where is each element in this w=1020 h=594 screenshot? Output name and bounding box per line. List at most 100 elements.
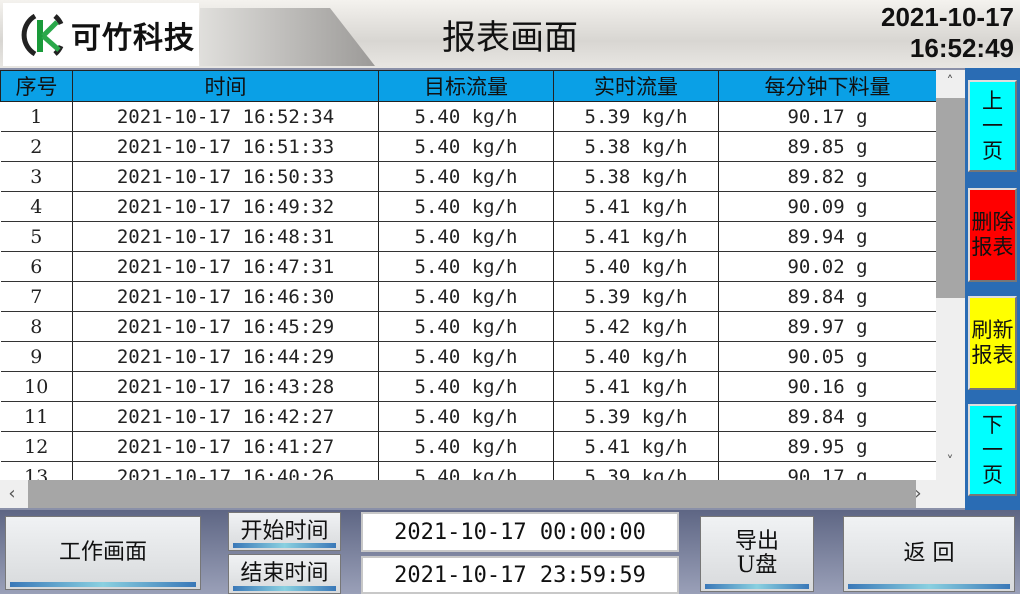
table-cell: 5.41 kg/h (553, 191, 719, 222)
prev-page-button[interactable]: 上 一 页 (968, 80, 1017, 172)
table-cell: 11 (0, 401, 73, 432)
table-row[interactable]: 1 2021-10-17 16:52:34 5.40 kg/h 5.39 kg/h 90… (0, 101, 936, 132)
table-cell: 5.38 kg/h (553, 161, 719, 192)
column-header: 序号 (0, 70, 73, 102)
table-cell: 5.40 kg/h (378, 191, 554, 222)
current-date: 2021-10-17 (881, 2, 1014, 32)
logo-text: 可竹科技 (71, 20, 195, 56)
table-cell: 89.84 g (718, 281, 936, 312)
table-row[interactable]: 5 2021-10-17 16:48:31 5.40 kg/h 5.41 kg/h 89… (0, 221, 936, 252)
table-row[interactable]: 13 2021-10-17 16:40:26 5.40 kg/h 5.39 kg/h 9… (0, 461, 936, 480)
table-cell: 5.39 kg/h (553, 401, 719, 432)
table-cell: 10 (0, 371, 73, 402)
table-row[interactable]: 11 2021-10-17 16:42:27 5.40 kg/h 5.39 kg/h 8… (0, 401, 936, 432)
table-cell: 5.40 kg/h (553, 341, 719, 372)
table-cell: 5.40 kg/h (378, 431, 554, 462)
table-row[interactable]: 6 2021-10-17 16:47:31 5.40 kg/h 5.40 kg/h 90… (0, 251, 936, 282)
table-row[interactable]: 10 2021-10-17 16:43:28 5.40 kg/h 5.41 kg/h 9… (0, 371, 936, 402)
table-cell: 5.39 kg/h (553, 461, 719, 480)
table-cell: 2021-10-17 16:43:28 (72, 371, 379, 402)
vertical-scroll-thumb[interactable] (936, 98, 965, 298)
table-cell: 5.42 kg/h (553, 311, 719, 342)
export-usb-button[interactable]: 导出 U盘 (700, 516, 814, 592)
table-cell: 2021-10-17 16:49:32 (72, 191, 379, 222)
table-cell: 8 (0, 311, 73, 342)
table-row[interactable]: 3 2021-10-17 16:50:33 5.40 kg/h 5.38 kg/h 89… (0, 161, 936, 192)
table-cell: 5.41 kg/h (553, 431, 719, 462)
table-cell: 90.05 g (718, 341, 936, 372)
vertical-scrollbar[interactable]: ˄ ˅ (936, 70, 965, 480)
table-cell: 90.16 g (718, 371, 936, 402)
table-cell: 2021-10-17 16:48:31 (72, 221, 379, 252)
column-header: 目标流量 (378, 70, 554, 102)
horizontal-scroll-thumb[interactable] (28, 480, 916, 508)
back-button[interactable]: 返 回 (843, 516, 1015, 592)
table-cell: 89.97 g (718, 311, 936, 342)
table-cell: 5.40 kg/h (378, 371, 554, 402)
column-header: 实时流量 (553, 70, 719, 102)
table-cell: 5.39 kg/h (553, 281, 719, 312)
table-cell: 2021-10-17 16:52:34 (72, 101, 379, 132)
table-cell: 2021-10-17 16:40:26 (72, 461, 379, 480)
company-logo: 可竹科技 (3, 3, 199, 66)
end-time-input[interactable]: 2021-10-17 23:59:59 (361, 556, 679, 594)
table-cell: 13 (0, 461, 73, 480)
table-cell: 5.40 kg/h (378, 311, 554, 342)
horizontal-scrollbar[interactable]: ‹ › (0, 480, 965, 508)
start-time-label: 开始时间 (228, 512, 341, 551)
table-cell: 90.17 g (718, 101, 936, 132)
table-cell: 2021-10-17 16:51:33 (72, 131, 379, 162)
table-cell: 12 (0, 431, 73, 462)
scroll-right-icon[interactable]: › (914, 483, 922, 504)
table-cell: 5.41 kg/h (553, 371, 719, 402)
table-row[interactable]: 9 2021-10-17 16:44:29 5.40 kg/h 5.40 kg/h 90… (0, 341, 936, 372)
table-cell: 89.95 g (718, 431, 936, 462)
end-time-label: 结束时间 (228, 554, 341, 594)
table-cell: 2021-10-17 16:41:27 (72, 431, 379, 462)
scroll-up-icon[interactable]: ˄ (946, 74, 954, 90)
table-cell: 2021-10-17 16:50:33 (72, 161, 379, 192)
table-cell: 1 (0, 101, 73, 132)
table-header: 序号 时间 目标流量 实时流量 每分钟下料量 (0, 70, 936, 102)
table-cell: 5.40 kg/h (378, 281, 554, 312)
table-cell: 5 (0, 221, 73, 252)
table-cell: 5.41 kg/h (553, 221, 719, 252)
table-cell: 5.40 kg/h (378, 221, 554, 252)
current-time: 16:52:49 (909, 33, 1014, 63)
table-cell: 2 (0, 131, 73, 162)
scroll-down-icon[interactable]: ˅ (946, 454, 954, 470)
report-table: 序号 时间 目标流量 实时流量 每分钟下料量 1 2021-10-17 16:52:34 5… (0, 70, 936, 480)
work-screen-button[interactable]: 工作画面 (5, 516, 201, 590)
table-cell: 89.94 g (718, 221, 936, 252)
table-cell: 6 (0, 251, 73, 282)
page-title: 报表画面 (442, 18, 578, 58)
table-cell: 2021-10-17 16:44:29 (72, 341, 379, 372)
table-row[interactable]: 8 2021-10-17 16:45:29 5.40 kg/h 5.42 kg/h 89… (0, 311, 936, 342)
table-cell: 89.84 g (718, 401, 936, 432)
scroll-left-icon[interactable]: ‹ (8, 483, 16, 504)
refresh-report-button[interactable]: 刷新 报表 (968, 296, 1017, 390)
clock: 2021-10-17 16:52:49 (881, 2, 1014, 64)
table-cell: 5.40 kg/h (378, 341, 554, 372)
table-row[interactable]: 2 2021-10-17 16:51:33 5.40 kg/h 5.38 kg/h 89… (0, 131, 936, 162)
table-cell: 5.40 kg/h (378, 131, 554, 162)
table-cell: 5.40 kg/h (553, 251, 719, 282)
start-time-input[interactable]: 2021-10-17 00:00:00 (361, 512, 679, 552)
table-cell: 3 (0, 161, 73, 192)
table-cell: 7 (0, 281, 73, 312)
table-cell: 90.02 g (718, 251, 936, 282)
table-row[interactable]: 4 2021-10-17 16:49:32 5.40 kg/h 5.41 kg/h 90… (0, 191, 936, 222)
table-cell: 5.40 kg/h (378, 101, 554, 132)
table-cell: 5.40 kg/h (378, 461, 554, 480)
table-cell: 5.39 kg/h (553, 101, 719, 132)
table-row[interactable]: 7 2021-10-17 16:46:30 5.40 kg/h 5.39 kg/h 89… (0, 281, 936, 312)
table-cell: 5.40 kg/h (378, 401, 554, 432)
table-cell: 5.40 kg/h (378, 251, 554, 282)
table-cell: 2021-10-17 16:46:30 (72, 281, 379, 312)
bamboo-k-logo-icon (21, 13, 64, 56)
table-cell: 89.85 g (718, 131, 936, 162)
delete-report-button[interactable]: 删除 报表 (968, 188, 1017, 282)
table-cell: 9 (0, 341, 73, 372)
table-row[interactable]: 12 2021-10-17 16:41:27 5.40 kg/h 5.41 kg/h 8… (0, 431, 936, 462)
next-page-button[interactable]: 下 一 页 (968, 404, 1017, 496)
